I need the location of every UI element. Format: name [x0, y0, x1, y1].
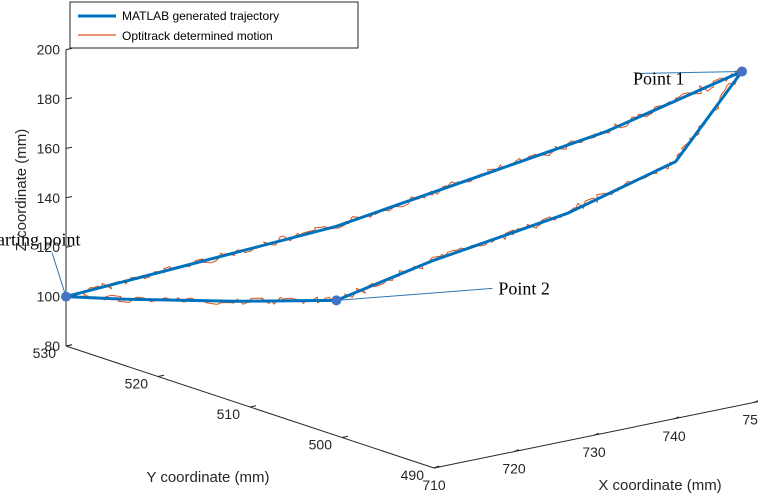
legend: MATLAB generated trajectory Optitrack de… — [69, 1, 359, 49]
z-tick-label: 120 — [37, 239, 61, 255]
annotation-marker — [737, 66, 747, 77]
x-axis-label: X coordinate (mm) — [598, 477, 721, 494]
z-tick-mark — [65, 245, 73, 248]
axes: 7107207307407507604905005105205308010012… — [33, 42, 758, 493]
x-tick-label: 740 — [662, 428, 686, 444]
z-tick-label: 100 — [37, 289, 61, 305]
y-tick-label: 530 — [33, 345, 57, 361]
z-axis-label: Z coordinate (mm) — [13, 129, 30, 252]
annotation-marker — [61, 291, 71, 302]
x-axis-line — [433, 401, 758, 469]
x-tick-mark — [753, 400, 758, 403]
x-tick-label: 720 — [502, 461, 526, 477]
x-tick-mark — [673, 416, 680, 420]
x-tick-label: 730 — [582, 444, 606, 460]
y-tick-label: 500 — [309, 437, 333, 453]
z-tick-mark — [65, 196, 73, 199]
trajectory-lines — [65, 69, 744, 305]
z-tick-mark — [65, 146, 73, 149]
z-tick-mark — [65, 97, 73, 100]
y-tick-mark — [157, 374, 165, 377]
z-tick-label: 160 — [37, 140, 61, 156]
z-tick-mark — [65, 47, 73, 51]
legend-label-matlab: MATLAB generated trajectory — [122, 9, 279, 23]
z-tick-label: 140 — [37, 190, 61, 206]
annotation-label: Starting point — [0, 230, 81, 250]
legend-label-optitrack: Optitrack determined motion — [122, 29, 273, 43]
x-tick-label: 750 — [742, 411, 758, 427]
y-axis-label: Y coordinate (mm) — [146, 469, 269, 486]
legend-box — [69, 1, 359, 49]
annotation-leader-line — [336, 287, 493, 301]
matlab-trajectory-line — [65, 69, 744, 303]
y-tick-mark — [341, 435, 349, 438]
x-tick-label: 710 — [422, 477, 446, 493]
y-tick-mark — [249, 405, 257, 408]
z-tick-label: 200 — [37, 42, 61, 58]
z-tick-label: 180 — [37, 91, 61, 107]
y-tick-label: 520 — [125, 376, 149, 392]
annotation-label: Point 2 — [498, 278, 550, 298]
annotation-marker — [331, 295, 342, 306]
x-tick-mark — [593, 432, 600, 436]
y-tick-mark — [433, 466, 441, 469]
z-tick-mark — [65, 344, 73, 347]
annotation-leader-line — [51, 252, 67, 297]
annotation-leader-line — [635, 70, 743, 74]
annotations: Starting point Point 1 Point 2 — [0, 66, 747, 306]
y-tick-label: 510 — [217, 406, 241, 422]
z-tick-label: 80 — [44, 338, 60, 354]
x-tick-mark — [513, 449, 520, 453]
y-tick-label: 490 — [401, 467, 425, 483]
annotation-label: Point 1 — [633, 68, 685, 88]
